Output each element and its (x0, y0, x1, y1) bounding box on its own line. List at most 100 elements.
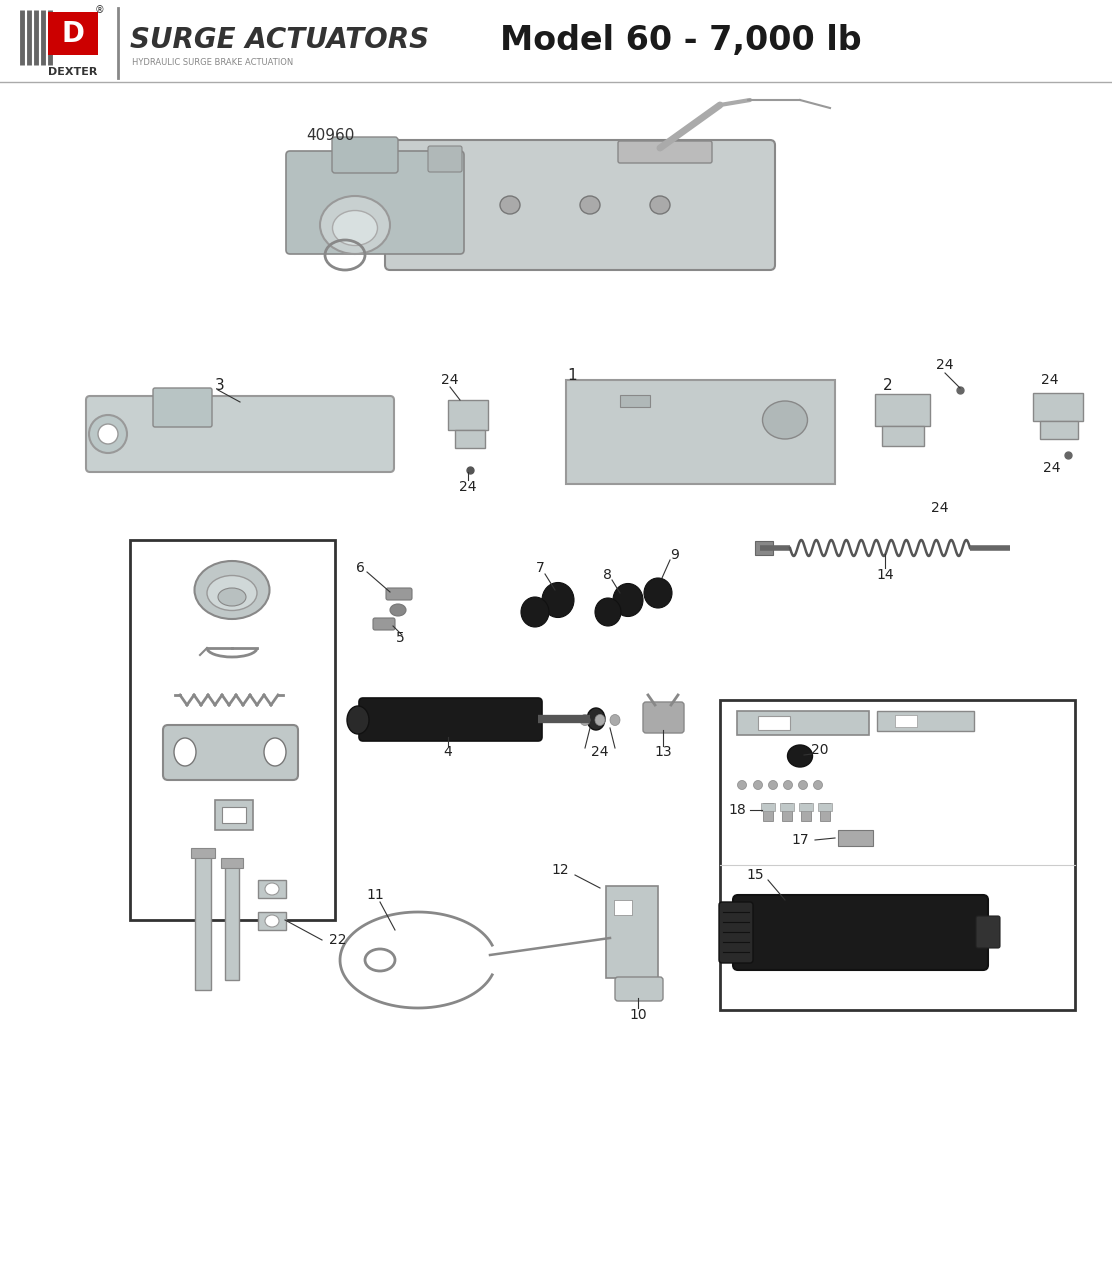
FancyBboxPatch shape (606, 886, 658, 978)
FancyBboxPatch shape (615, 977, 663, 1001)
Text: 3: 3 (215, 378, 225, 393)
FancyBboxPatch shape (1033, 393, 1083, 421)
FancyBboxPatch shape (153, 388, 212, 428)
Ellipse shape (587, 708, 605, 730)
Text: HYDRAULIC SURGE BRAKE ACTUATION: HYDRAULIC SURGE BRAKE ACTUATION (132, 58, 294, 67)
Text: 13: 13 (654, 745, 672, 759)
Text: 18: 18 (728, 803, 746, 817)
Text: 10: 10 (629, 1009, 647, 1021)
Bar (215, 800, 254, 829)
FancyBboxPatch shape (882, 426, 924, 445)
Ellipse shape (390, 604, 406, 616)
Bar (258, 913, 286, 931)
FancyBboxPatch shape (455, 430, 485, 448)
Ellipse shape (265, 883, 279, 895)
FancyBboxPatch shape (618, 141, 712, 163)
FancyBboxPatch shape (373, 618, 395, 630)
Ellipse shape (737, 781, 746, 790)
Text: 9: 9 (671, 548, 679, 562)
Text: 22: 22 (329, 933, 347, 947)
Ellipse shape (754, 781, 763, 790)
Text: ®: ® (96, 5, 105, 15)
Text: 24: 24 (459, 480, 477, 494)
Ellipse shape (610, 714, 620, 726)
Text: 24: 24 (936, 358, 954, 372)
Text: SURGE ACTUATORS: SURGE ACTUATORS (130, 26, 429, 54)
Text: DEXTER: DEXTER (48, 67, 98, 77)
Ellipse shape (207, 576, 257, 611)
Ellipse shape (320, 196, 390, 253)
Text: 24: 24 (441, 372, 459, 387)
Text: 12: 12 (552, 863, 569, 877)
Ellipse shape (264, 739, 286, 765)
Text: D: D (61, 20, 85, 49)
Text: 6: 6 (356, 561, 365, 575)
Bar (895, 716, 917, 727)
FancyBboxPatch shape (359, 698, 542, 741)
Ellipse shape (595, 598, 620, 626)
FancyBboxPatch shape (976, 916, 1000, 948)
FancyBboxPatch shape (428, 146, 461, 172)
FancyBboxPatch shape (733, 895, 987, 970)
Ellipse shape (798, 781, 807, 790)
Ellipse shape (580, 196, 600, 214)
Ellipse shape (542, 582, 574, 617)
Ellipse shape (332, 210, 377, 246)
Ellipse shape (195, 561, 269, 620)
Text: 11: 11 (366, 888, 384, 902)
Text: 40960: 40960 (306, 128, 355, 142)
Text: 24: 24 (931, 500, 949, 515)
FancyBboxPatch shape (643, 701, 684, 733)
Ellipse shape (89, 415, 127, 453)
Bar (221, 858, 244, 868)
Bar (780, 803, 794, 812)
Text: 20: 20 (812, 742, 828, 756)
FancyBboxPatch shape (875, 394, 930, 426)
FancyBboxPatch shape (566, 380, 835, 484)
Text: 24: 24 (1043, 461, 1061, 475)
FancyBboxPatch shape (86, 396, 394, 472)
FancyBboxPatch shape (332, 137, 398, 173)
Bar (719, 700, 1075, 1010)
Ellipse shape (347, 707, 369, 733)
Bar (258, 881, 286, 899)
Bar (782, 803, 792, 820)
FancyBboxPatch shape (163, 724, 298, 780)
Bar (195, 850, 211, 989)
Text: 15: 15 (746, 868, 764, 882)
Ellipse shape (644, 579, 672, 608)
Bar (620, 396, 651, 407)
Text: Model 60 - 7,000 lb: Model 60 - 7,000 lb (500, 23, 862, 56)
Ellipse shape (595, 714, 605, 726)
Bar (838, 829, 873, 846)
FancyBboxPatch shape (286, 151, 464, 253)
Bar (818, 803, 832, 812)
Bar (225, 860, 239, 980)
FancyBboxPatch shape (1040, 421, 1078, 439)
Text: 24: 24 (592, 745, 608, 759)
Ellipse shape (500, 196, 520, 214)
FancyBboxPatch shape (877, 710, 974, 731)
Text: 8: 8 (603, 568, 612, 582)
Bar (763, 803, 773, 820)
Ellipse shape (651, 196, 671, 214)
Ellipse shape (613, 584, 643, 617)
Bar (800, 803, 813, 812)
Bar (801, 803, 811, 820)
Bar (761, 803, 775, 812)
Bar (755, 541, 773, 556)
Ellipse shape (768, 781, 777, 790)
Bar (130, 540, 335, 920)
Ellipse shape (580, 714, 590, 726)
Text: 14: 14 (876, 568, 894, 582)
Bar (48, 12, 98, 55)
Ellipse shape (763, 401, 807, 439)
FancyBboxPatch shape (448, 401, 488, 430)
Bar (820, 803, 830, 820)
Bar (614, 900, 632, 915)
Bar (758, 716, 790, 730)
Ellipse shape (218, 588, 246, 605)
FancyBboxPatch shape (719, 902, 753, 963)
Ellipse shape (173, 739, 196, 765)
Text: 17: 17 (791, 833, 808, 847)
